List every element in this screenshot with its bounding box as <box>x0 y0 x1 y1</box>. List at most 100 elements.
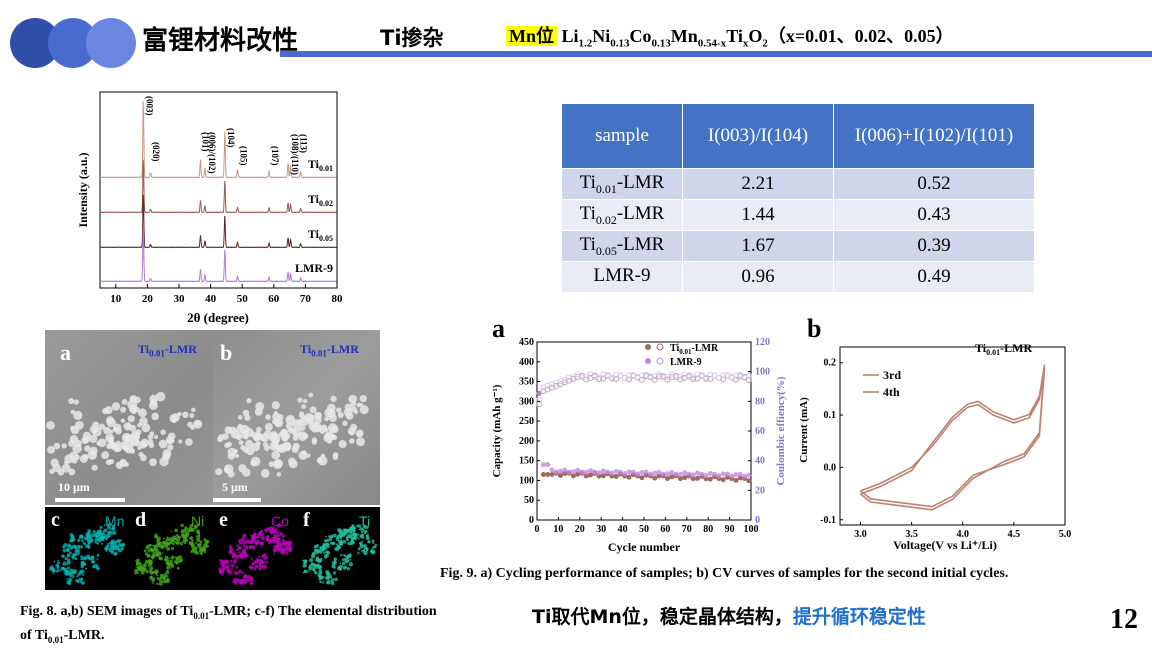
xrd-series-line <box>99 228 337 283</box>
cycling-ytick-left: 400 <box>519 357 534 368</box>
page-subtitle: Ti掺杂 <box>380 26 444 50</box>
cell-sample: Ti0.05-LMR <box>562 230 683 262</box>
cv-svg: b -0.1 0.0 0.1 0.2 3.0 3.5 4.0 4.5 5.0 Ti0.01-LM… <box>798 314 1071 552</box>
efficiency-point <box>536 396 543 403</box>
cycling-xlabel: Cycle number <box>608 540 681 554</box>
capacity-point-ti <box>690 476 696 482</box>
xrd-peak-label: (003) <box>144 96 154 116</box>
fig8-caption: Fig. 8. a,b) SEM images of Ti0.01-LMR; c… <box>20 604 437 645</box>
xrd-series-label: Ti0.05 <box>308 227 333 243</box>
capacity-point-lmr <box>575 467 581 473</box>
xrd-series-label: Ti0.02 <box>308 192 333 208</box>
capacity-point-ti <box>669 474 675 480</box>
xrd-series-label: LMR-9 <box>295 261 333 275</box>
capacity-point-lmr <box>553 469 559 475</box>
capacity-point-lmr <box>596 470 602 476</box>
capacity-point-lmr <box>712 471 718 477</box>
capacity-point-ti <box>677 476 683 482</box>
capacity-point-lmr <box>690 472 696 478</box>
xrd-tick-label: 60 <box>268 293 280 305</box>
efficiency-point <box>655 373 662 380</box>
capacity-point-ti <box>652 475 658 481</box>
sem-sample-label-b: Ti0.01-LMR <box>300 342 359 359</box>
cv-ytick: 0.0 <box>824 462 837 473</box>
xrd-xlabel: 2θ (degree) <box>187 310 249 325</box>
capacity-point-ti <box>733 477 739 483</box>
fig9-caption: Fig. 9. a) Cycling performance of sample… <box>440 566 1009 581</box>
capacity-point-lmr <box>536 390 542 396</box>
cv-curve <box>860 364 1046 511</box>
efficiency-point <box>591 373 598 380</box>
capacity-point-ti <box>545 472 551 478</box>
capacity-point-ti <box>682 475 688 481</box>
cycling-xtick: 20 <box>575 524 585 535</box>
cv-xtick: 3.0 <box>854 529 867 540</box>
capacity-point-lmr <box>703 472 709 478</box>
xrd-series-line <box>99 194 337 249</box>
xrd-tick-label: 70 <box>300 293 312 305</box>
xrd-tick-label: 50 <box>237 293 249 305</box>
capacity-point-lmr <box>716 473 722 479</box>
cv-xtick: 4.5 <box>1008 529 1021 540</box>
cell-r2: 0.49 <box>833 261 1034 292</box>
xrd-peak-label: (104) <box>226 128 236 148</box>
capacity-point-lmr <box>630 469 636 475</box>
efficiency-point <box>664 376 671 383</box>
capacity-point-lmr <box>699 471 705 477</box>
efficiency-point <box>733 376 740 383</box>
xrd-peak-label: (105) <box>238 146 248 166</box>
capacity-point-lmr <box>562 467 568 473</box>
capacity-point-lmr <box>660 471 666 477</box>
th-ratio-1: I(003)/I(104) <box>682 104 834 169</box>
capacity-point-lmr <box>656 469 662 475</box>
cv-panel-letter: b <box>807 315 821 343</box>
capacity-point-lmr <box>613 468 619 474</box>
cv-xtick: 3.5 <box>905 529 918 540</box>
cycling-chart: a 0 50 100 150 200 250 300 350 400 450 0 20 40 60 80 10… <box>470 314 800 560</box>
efficiency-point <box>651 376 658 383</box>
cycling-xtick: 40 <box>618 524 628 535</box>
capacity-point-lmr <box>669 469 675 475</box>
xrd-tick-label: 30 <box>174 293 186 305</box>
xrd-tick-label: 10 <box>110 293 122 305</box>
sem-b-particles <box>215 392 369 478</box>
sem-sample-label-a: Ti0.01-LMR <box>138 342 197 359</box>
capacity-point-lmr <box>665 471 671 477</box>
capacity-point-lmr <box>652 470 658 476</box>
scale-bar-b <box>213 498 261 502</box>
xrd-peak-label: (101) <box>201 132 211 152</box>
efficiency-point <box>626 372 633 379</box>
cell-sample: LMR-9 <box>562 261 683 292</box>
efficiency-point <box>626 376 633 383</box>
xrd-tick-label: 20 <box>142 293 154 305</box>
efficiency-point <box>707 376 714 383</box>
cycling-xtick: 70 <box>682 524 692 535</box>
xrd-peak-label: (108)/(110) <box>290 134 300 175</box>
capacity-point-lmr <box>677 471 683 477</box>
efficiency-point <box>690 374 697 381</box>
scale-label-b: 5 μm <box>222 480 248 494</box>
eds-map-ti: f Ti <box>297 507 380 590</box>
cv-title: Ti0.01-LMR <box>975 341 1032 357</box>
conclusion-part1: Ti取代Mn位，稳定晶体结构， <box>532 606 793 628</box>
xrd-series-line <box>99 159 337 214</box>
cell-sample: Ti0.02-LMR <box>562 199 683 231</box>
capacity-point-lmr <box>639 470 645 476</box>
cell-sample: Ti0.01-LMR <box>562 168 683 200</box>
capacity-point-ti <box>720 477 726 483</box>
cell-r1: 1.67 <box>682 230 834 262</box>
cv-xtick: 4.0 <box>956 529 969 540</box>
efficiency-point <box>596 374 603 381</box>
capacity-point-ti <box>665 475 671 481</box>
cycling-ytick-right: 60 <box>755 426 765 437</box>
cv-ytick: -0.1 <box>820 515 836 526</box>
eds-map-mn: c Mn <box>45 507 129 590</box>
capacity-point-ti <box>588 472 593 478</box>
cycling-xtick: 100 <box>744 524 759 535</box>
efficiency-point <box>613 376 620 383</box>
cycling-xtick: 30 <box>596 524 606 535</box>
cycling-ytick-left: 300 <box>519 396 534 407</box>
cycling-ytick-left: 200 <box>519 436 534 447</box>
efficiency-point <box>720 372 727 379</box>
capacity-point-lmr <box>720 471 726 477</box>
